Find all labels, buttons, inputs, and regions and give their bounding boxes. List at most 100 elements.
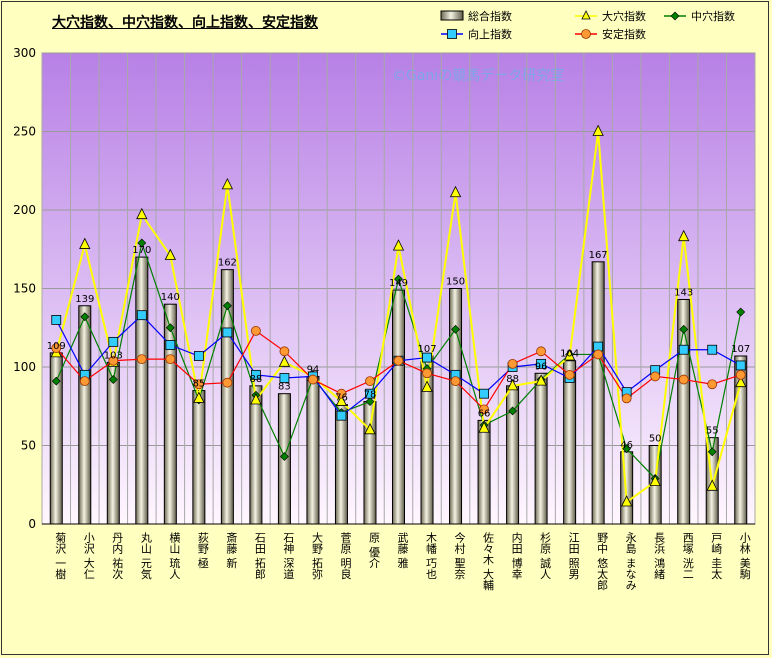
marker-安定指数 [165,354,176,365]
x-category-label: 菊沢 一樹 [54,532,67,580]
legend-label: 向上指数 [468,27,512,41]
bar-data-label: 150 [446,277,465,288]
marker-安定指数 [593,349,604,360]
y-tick-label: 0 [28,517,36,531]
marker-大穴指数 [478,421,490,433]
marker-大穴指数 [621,495,633,507]
marker-向上指数 [365,388,375,399]
y-tick-label: 100 [13,360,36,374]
marker-安定指数 [136,354,147,365]
bar-data-label: 66 [478,408,491,419]
marker-中穴指数 [222,301,232,311]
x-category-label: 野中 悠太郎 [596,532,609,591]
bar-data-label: 46 [620,440,633,451]
y-tick-label: 250 [13,125,36,139]
marker-中穴指数 [679,324,689,334]
marker-安定指数 [422,368,432,379]
marker-大穴指数 [392,239,405,251]
marker-安定指数 [678,374,689,385]
marker-大穴指数 [335,394,348,406]
bar-data-label: 88 [506,374,519,385]
marker-中穴指数 [451,324,460,334]
bar-data-label: 107 [417,344,436,355]
marker-安定指数 [735,369,746,380]
x-category-label: 荻野 極 [196,532,209,569]
bar-sogo [734,355,748,525]
marker-大穴指数 [678,229,690,242]
bar-sogo [78,305,92,525]
marker-安定指数 [250,325,261,336]
bar-sogo [135,256,149,525]
x-category-label: 石田 拓郎 [253,532,266,580]
x-category-label: 西塚 洸二 [681,532,694,580]
y-tick-label: 150 [13,282,36,296]
bar-data-label: 104 [560,349,579,360]
marker-向上指数 [422,352,432,363]
bar-data-label: 103 [104,350,123,361]
marker-安定指数 [450,376,461,387]
marker-大穴指数 [421,380,433,392]
legend-marker [447,29,457,39]
bar-data-label: 143 [674,287,693,298]
legend-label: 総合指数 [468,9,512,23]
x-category-label: 杉原 誠人 [539,531,552,580]
marker-向上指数 [108,336,119,347]
marker-中穴指数 [365,397,375,406]
legend-marker [670,11,680,21]
bar-sogo [334,404,348,525]
marker-大穴指数 [506,378,519,391]
bar-data-label: 139 [75,294,94,305]
x-category-label: 丹内 祐次 [111,532,124,580]
x-category-label: 内田 博幸 [510,531,523,580]
marker-中穴指数 [508,406,518,416]
marker-大穴指数 [278,355,291,367]
marker-安定指数 [108,355,119,366]
x-category-label: 原 優介 [367,532,380,569]
x-category-label: 石神 深道 [282,532,295,580]
marker-大穴指数 [250,393,262,405]
x-category-label: 斎藤 新 [225,531,238,569]
bar-data-label: 167 [589,250,608,261]
x-category-label: 木幡 巧也 [425,532,438,580]
marker-向上指数 [279,373,290,383]
marker-大穴指数 [449,185,462,198]
marker-向上指数 [136,310,147,321]
bar-sogo [192,390,206,525]
bar-data-label: 96 [535,361,548,372]
bar-sogo [677,298,691,525]
marker-大穴指数 [563,349,576,361]
x-category-label: 今村 聖奈 [453,531,466,580]
marker-向上指数 [222,327,233,338]
marker-向上指数 [336,410,347,421]
x-category-label: 戸崎 圭太 [710,532,723,580]
marker-大穴指数 [164,248,176,260]
y-tick-label: 300 [13,46,36,60]
x-category-label: 菅原 明良 [339,532,352,580]
bar-data-label: 76 [335,393,348,404]
x-category-label: 大野 拓弥 [310,531,323,580]
marker-中穴指数 [736,307,746,317]
x-category-label: 丸山 元気 [139,532,152,580]
bar-data-label: 162 [218,258,237,269]
bar-sogo [106,361,120,525]
bar-sogo [392,289,405,525]
x-category-label: 佐々木 大輔 [482,531,495,591]
y-tick-label: 200 [13,203,36,217]
marker-安定指数 [621,393,632,404]
marker-安定指数 [564,369,575,380]
chart-title: 大穴指数、中穴指数、向上指数、安定指数 [52,15,318,31]
x-category-label: 長浜 鴻緒 [653,532,666,580]
marker-向上指数 [536,358,546,369]
marker-大穴指数 [735,375,747,388]
x-category-label: 武藤 雅 [396,532,409,569]
bar-sogo [563,360,577,525]
marker-大穴指数 [592,124,604,136]
marker-安定指数 [393,355,404,366]
marker-大穴指数 [221,177,234,190]
bar-data-label: 88 [250,374,263,385]
x-category-label: 小林 美駒 [738,532,751,580]
marker-中穴指数 [137,238,147,248]
legend-marker [581,10,591,20]
